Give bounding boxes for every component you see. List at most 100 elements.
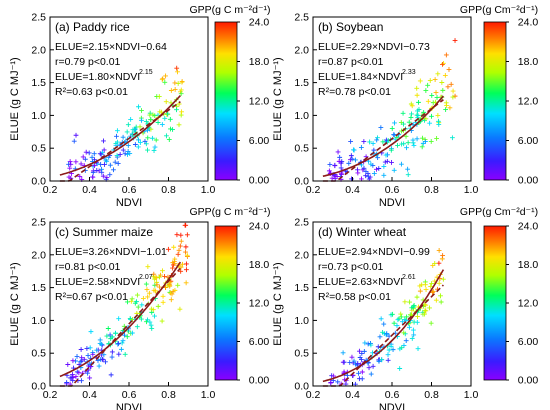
data-point (159, 122, 165, 127)
r-squared-stat: R²=0.63 p<0.01 (55, 86, 128, 98)
data-point (101, 138, 106, 144)
data-point (401, 330, 407, 336)
data-point (172, 87, 178, 92)
data-point (378, 316, 384, 322)
r-squared-stat: R²=0.67 p<0.01 (55, 291, 128, 303)
data-point (375, 155, 381, 161)
data-point (114, 153, 120, 158)
correlation-stat: r=0.73 p<0.01 (318, 261, 384, 273)
power-exponent: 2.07 (139, 274, 153, 281)
y-axis-label: ELUE (g C MJ⁻¹) (272, 262, 284, 345)
data-point (101, 352, 107, 358)
data-point (116, 316, 122, 322)
x-tick-label: 0.2 (43, 184, 58, 196)
data-point (109, 349, 115, 355)
data-point (100, 357, 106, 363)
y-tick-label: 1.0 (294, 110, 309, 122)
colorbar-tick-label: 0.00 (249, 175, 270, 187)
colorbar-gradient (483, 21, 507, 181)
data-point (404, 145, 409, 151)
data-point (107, 332, 113, 338)
data-point (160, 299, 166, 305)
data-point (147, 319, 153, 325)
data-point (177, 243, 183, 249)
data-point (365, 341, 371, 347)
data-point (87, 375, 93, 381)
data-point (429, 93, 435, 98)
data-point (125, 152, 130, 157)
data-point (425, 82, 431, 88)
data-point (107, 172, 113, 178)
data-point (172, 256, 178, 262)
data-point (162, 79, 168, 85)
data-point (444, 103, 449, 108)
data-point (148, 117, 154, 123)
data-point (440, 276, 446, 282)
data-point (435, 112, 441, 118)
data-point (446, 67, 452, 72)
colorbar-label: GPP(g Cm⁻²d⁻¹) (460, 4, 538, 16)
colorbar-label: GPP(g Cm⁻²d⁻¹) (460, 206, 538, 218)
data-point (119, 340, 125, 346)
data-point (443, 107, 449, 112)
data-point (78, 359, 84, 365)
panel-title: (a) Paddy rice (55, 20, 130, 34)
data-point (124, 129, 130, 135)
y-tick-label: 0.0 (294, 381, 309, 393)
data-point (378, 125, 384, 131)
data-point (109, 354, 115, 360)
data-point (73, 159, 79, 165)
data-point (338, 165, 344, 171)
y-tick-label: 2.0 (294, 44, 309, 56)
data-point (67, 165, 73, 171)
data-point (184, 267, 189, 273)
data-point (335, 379, 341, 385)
data-point (368, 342, 374, 348)
data-point (81, 356, 87, 362)
data-point (99, 341, 104, 347)
chart-panel: 0.2 0.4 0.6 0.8 1.0 0.0 0.5 1.0 1.5 2.0 2.5 NDVI ELU… (9, 206, 271, 410)
data-point (136, 104, 141, 110)
data-point (83, 149, 89, 155)
x-tick-label: 0.4 (82, 389, 97, 401)
data-point (90, 174, 96, 180)
data-point (434, 95, 440, 100)
data-point (403, 133, 409, 139)
data-point (416, 99, 421, 105)
chart-panel: 0.2 0.4 0.6 0.8 1.0 0.0 0.5 1.0 1.5 2.0 2.5 NDVI ELU… (272, 4, 538, 209)
data-point (105, 326, 111, 331)
colorbar-tick-label: 6.00 (518, 135, 539, 147)
power-fit-curve (59, 95, 181, 176)
data-point (410, 137, 416, 143)
data-point (427, 78, 433, 83)
data-point (398, 311, 404, 317)
data-point (117, 152, 123, 157)
data-point (395, 142, 400, 148)
data-point (163, 285, 168, 290)
data-point (423, 139, 428, 144)
data-point (130, 127, 136, 133)
data-point (414, 92, 420, 98)
data-point (175, 81, 181, 86)
colorbar-tick-label: 6.00 (249, 135, 270, 147)
y-tick-label: 1.0 (31, 315, 46, 327)
linear-equation: ELUE=2.94×NDVI−0.99 (318, 246, 430, 258)
y-tick-label: 0.5 (31, 348, 46, 360)
data-point (351, 358, 357, 364)
data-point (142, 138, 148, 144)
correlation-stat: r=0.79 p<0.01 (55, 56, 121, 68)
x-tick-label: 1.0 (201, 389, 216, 401)
y-tick-label: 2.5 (294, 217, 309, 229)
x-tick-label: 0.2 (43, 389, 58, 401)
data-point (450, 88, 456, 94)
data-point (357, 376, 362, 382)
data-point (349, 354, 355, 360)
data-point (423, 287, 429, 292)
data-point (429, 281, 435, 286)
data-point (172, 80, 178, 86)
r-squared-stat: R²=0.58 p<0.01 (318, 291, 391, 303)
data-point (428, 320, 434, 326)
data-point (132, 142, 138, 147)
data-point (64, 380, 70, 385)
